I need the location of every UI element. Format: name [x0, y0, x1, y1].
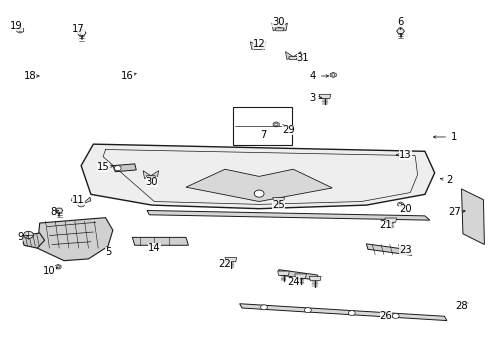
Text: 19: 19: [10, 21, 22, 31]
Text: 25: 25: [272, 200, 285, 210]
Text: 27: 27: [447, 207, 460, 217]
Circle shape: [398, 203, 401, 206]
Polygon shape: [319, 94, 330, 99]
Text: 1: 1: [450, 132, 456, 142]
Circle shape: [254, 190, 264, 197]
Polygon shape: [143, 171, 151, 179]
Text: 6: 6: [397, 17, 403, 27]
Text: 2: 2: [445, 175, 451, 185]
Polygon shape: [81, 144, 434, 209]
Polygon shape: [250, 41, 258, 49]
Polygon shape: [71, 197, 81, 204]
Text: 9: 9: [17, 232, 23, 242]
Polygon shape: [151, 171, 158, 179]
Polygon shape: [253, 46, 262, 49]
Text: 28: 28: [454, 301, 467, 311]
Circle shape: [260, 305, 267, 310]
Polygon shape: [239, 304, 446, 320]
Text: 29: 29: [282, 125, 294, 135]
Text: 22: 22: [218, 259, 231, 269]
Text: 7: 7: [259, 130, 265, 140]
Polygon shape: [21, 233, 44, 248]
Text: 16: 16: [121, 71, 134, 81]
Text: 5: 5: [104, 247, 111, 257]
Circle shape: [114, 166, 121, 171]
Text: 31: 31: [296, 53, 309, 63]
Text: 20: 20: [398, 204, 411, 214]
Polygon shape: [294, 274, 306, 278]
Text: 10: 10: [43, 266, 56, 276]
Circle shape: [331, 74, 334, 76]
Circle shape: [57, 266, 60, 268]
Circle shape: [78, 202, 84, 207]
Circle shape: [391, 314, 398, 319]
Text: 15: 15: [97, 162, 109, 172]
Text: 12: 12: [252, 39, 265, 49]
Polygon shape: [366, 244, 411, 255]
Polygon shape: [17, 27, 23, 33]
Polygon shape: [272, 198, 284, 202]
Text: 4: 4: [309, 71, 315, 81]
Text: 14: 14: [148, 243, 160, 253]
Polygon shape: [275, 28, 284, 31]
Polygon shape: [185, 169, 331, 202]
Polygon shape: [288, 57, 297, 59]
Polygon shape: [273, 122, 279, 127]
Polygon shape: [81, 197, 91, 204]
Text: 17: 17: [72, 24, 85, 35]
Polygon shape: [397, 202, 403, 207]
Text: 21: 21: [379, 220, 391, 230]
Text: 11: 11: [72, 195, 85, 205]
Text: 23: 23: [398, 245, 411, 255]
Polygon shape: [77, 30, 86, 36]
Text: 3: 3: [309, 93, 315, 103]
Polygon shape: [396, 29, 404, 34]
Circle shape: [23, 231, 33, 238]
Polygon shape: [37, 218, 113, 261]
Circle shape: [19, 29, 22, 31]
Polygon shape: [279, 23, 287, 31]
Polygon shape: [461, 189, 484, 244]
Polygon shape: [113, 164, 136, 172]
Text: 13: 13: [398, 150, 411, 160]
Polygon shape: [278, 270, 318, 280]
Circle shape: [304, 308, 311, 313]
Polygon shape: [277, 271, 289, 275]
Polygon shape: [271, 23, 279, 31]
Polygon shape: [293, 51, 301, 59]
Text: 30: 30: [272, 17, 285, 27]
Polygon shape: [147, 211, 429, 220]
Polygon shape: [132, 237, 188, 245]
Polygon shape: [146, 176, 155, 179]
Polygon shape: [56, 208, 63, 213]
Polygon shape: [309, 276, 321, 281]
Text: 26: 26: [379, 311, 391, 321]
Text: 24: 24: [286, 277, 299, 287]
Polygon shape: [384, 218, 396, 222]
Polygon shape: [329, 72, 336, 77]
Text: 8: 8: [50, 207, 57, 217]
Polygon shape: [285, 51, 293, 59]
Circle shape: [347, 311, 354, 316]
Text: 30: 30: [145, 177, 158, 187]
Circle shape: [274, 123, 277, 126]
Polygon shape: [224, 257, 236, 262]
Polygon shape: [258, 41, 265, 49]
Text: 18: 18: [23, 71, 36, 81]
Polygon shape: [55, 264, 61, 269]
